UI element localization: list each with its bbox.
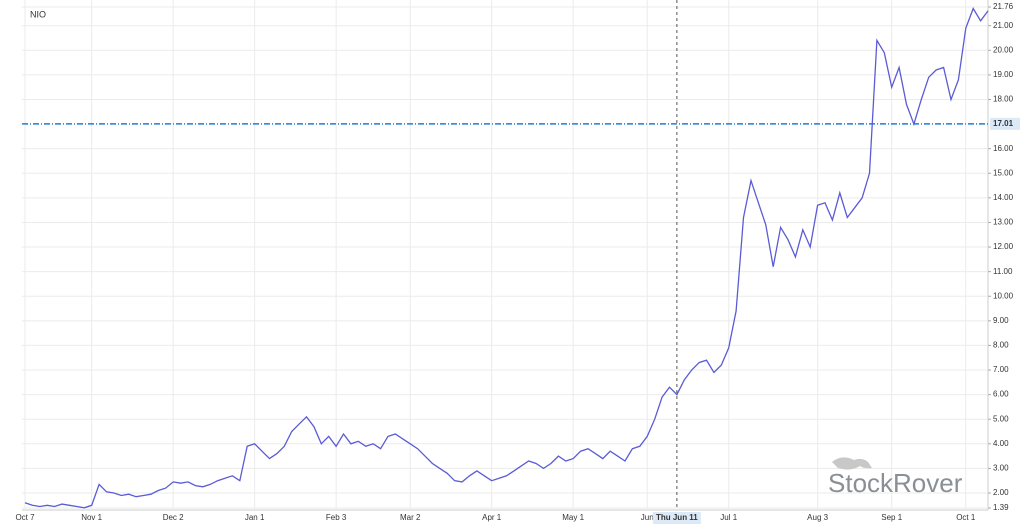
y-tick-label: 8.00	[993, 341, 1009, 350]
x-tick-label: Oct 7	[15, 513, 35, 522]
y-tick-label: 21.76	[993, 2, 1014, 11]
y-tick-label: 6.00	[993, 390, 1009, 399]
y-tick-label: 4.00	[993, 439, 1009, 448]
series-line	[24, 7, 989, 509]
x-tick-label: Feb 3	[326, 513, 347, 522]
y-tick-label: 5.00	[993, 414, 1009, 423]
y-tick-label: 9.00	[993, 316, 1009, 325]
y-tick-label: 20.00	[993, 45, 1014, 54]
reference-label: 17.01	[993, 119, 1014, 128]
x-tick-label: Aug 3	[807, 513, 828, 522]
y-tick-label: 15.00	[993, 168, 1014, 177]
x-tick-label: Sep 1	[881, 513, 902, 522]
x-tick-label: Jul 1	[720, 513, 737, 522]
y-tick-label: 11.00	[993, 267, 1013, 276]
y-tick-label: 19.00	[993, 70, 1014, 79]
reference-label-box	[990, 117, 1020, 130]
plot-layer: 1.39 2.00 3.00 4.00 5.00 6.00 7.00 8.00 9.00 10.0…	[15, 0, 1020, 524]
x-tick-label: Mar 2	[400, 513, 421, 522]
watermark: StockRover	[828, 468, 963, 498]
x-tick-label: Dec 2	[163, 513, 184, 522]
legend-entry: NIO	[30, 9, 46, 19]
y-tick-label: 12.00	[993, 242, 1014, 251]
x-tick-label: Oct 1	[956, 513, 976, 522]
y-tick-label: 13.00	[993, 218, 1014, 227]
x-tick-label: Nov 1	[81, 513, 102, 522]
y-tick-label: 10.00	[993, 291, 1014, 300]
y-tick-label: 18.00	[993, 95, 1014, 104]
watermark-icon	[832, 457, 872, 470]
x-tick-label: May 1	[562, 513, 584, 522]
y-tick-label: 1.39	[993, 503, 1009, 512]
y-tick-label: 7.00	[993, 365, 1009, 374]
y-tick-label: 2.00	[993, 488, 1009, 497]
x-tick-label: Jun	[641, 513, 654, 522]
crosshair-label: Thu Jun 11	[656, 513, 698, 522]
x-tick-label: Jan 1	[245, 513, 265, 522]
y-tick-label: 3.00	[993, 464, 1009, 473]
crosshair-label-box	[652, 512, 701, 524]
y-tick-label: 14.00	[993, 193, 1014, 202]
x-tick-label: Apr 1	[482, 513, 502, 522]
y-tick-label: 16.00	[993, 144, 1014, 153]
y-tick-label: 21.00	[993, 21, 1014, 30]
